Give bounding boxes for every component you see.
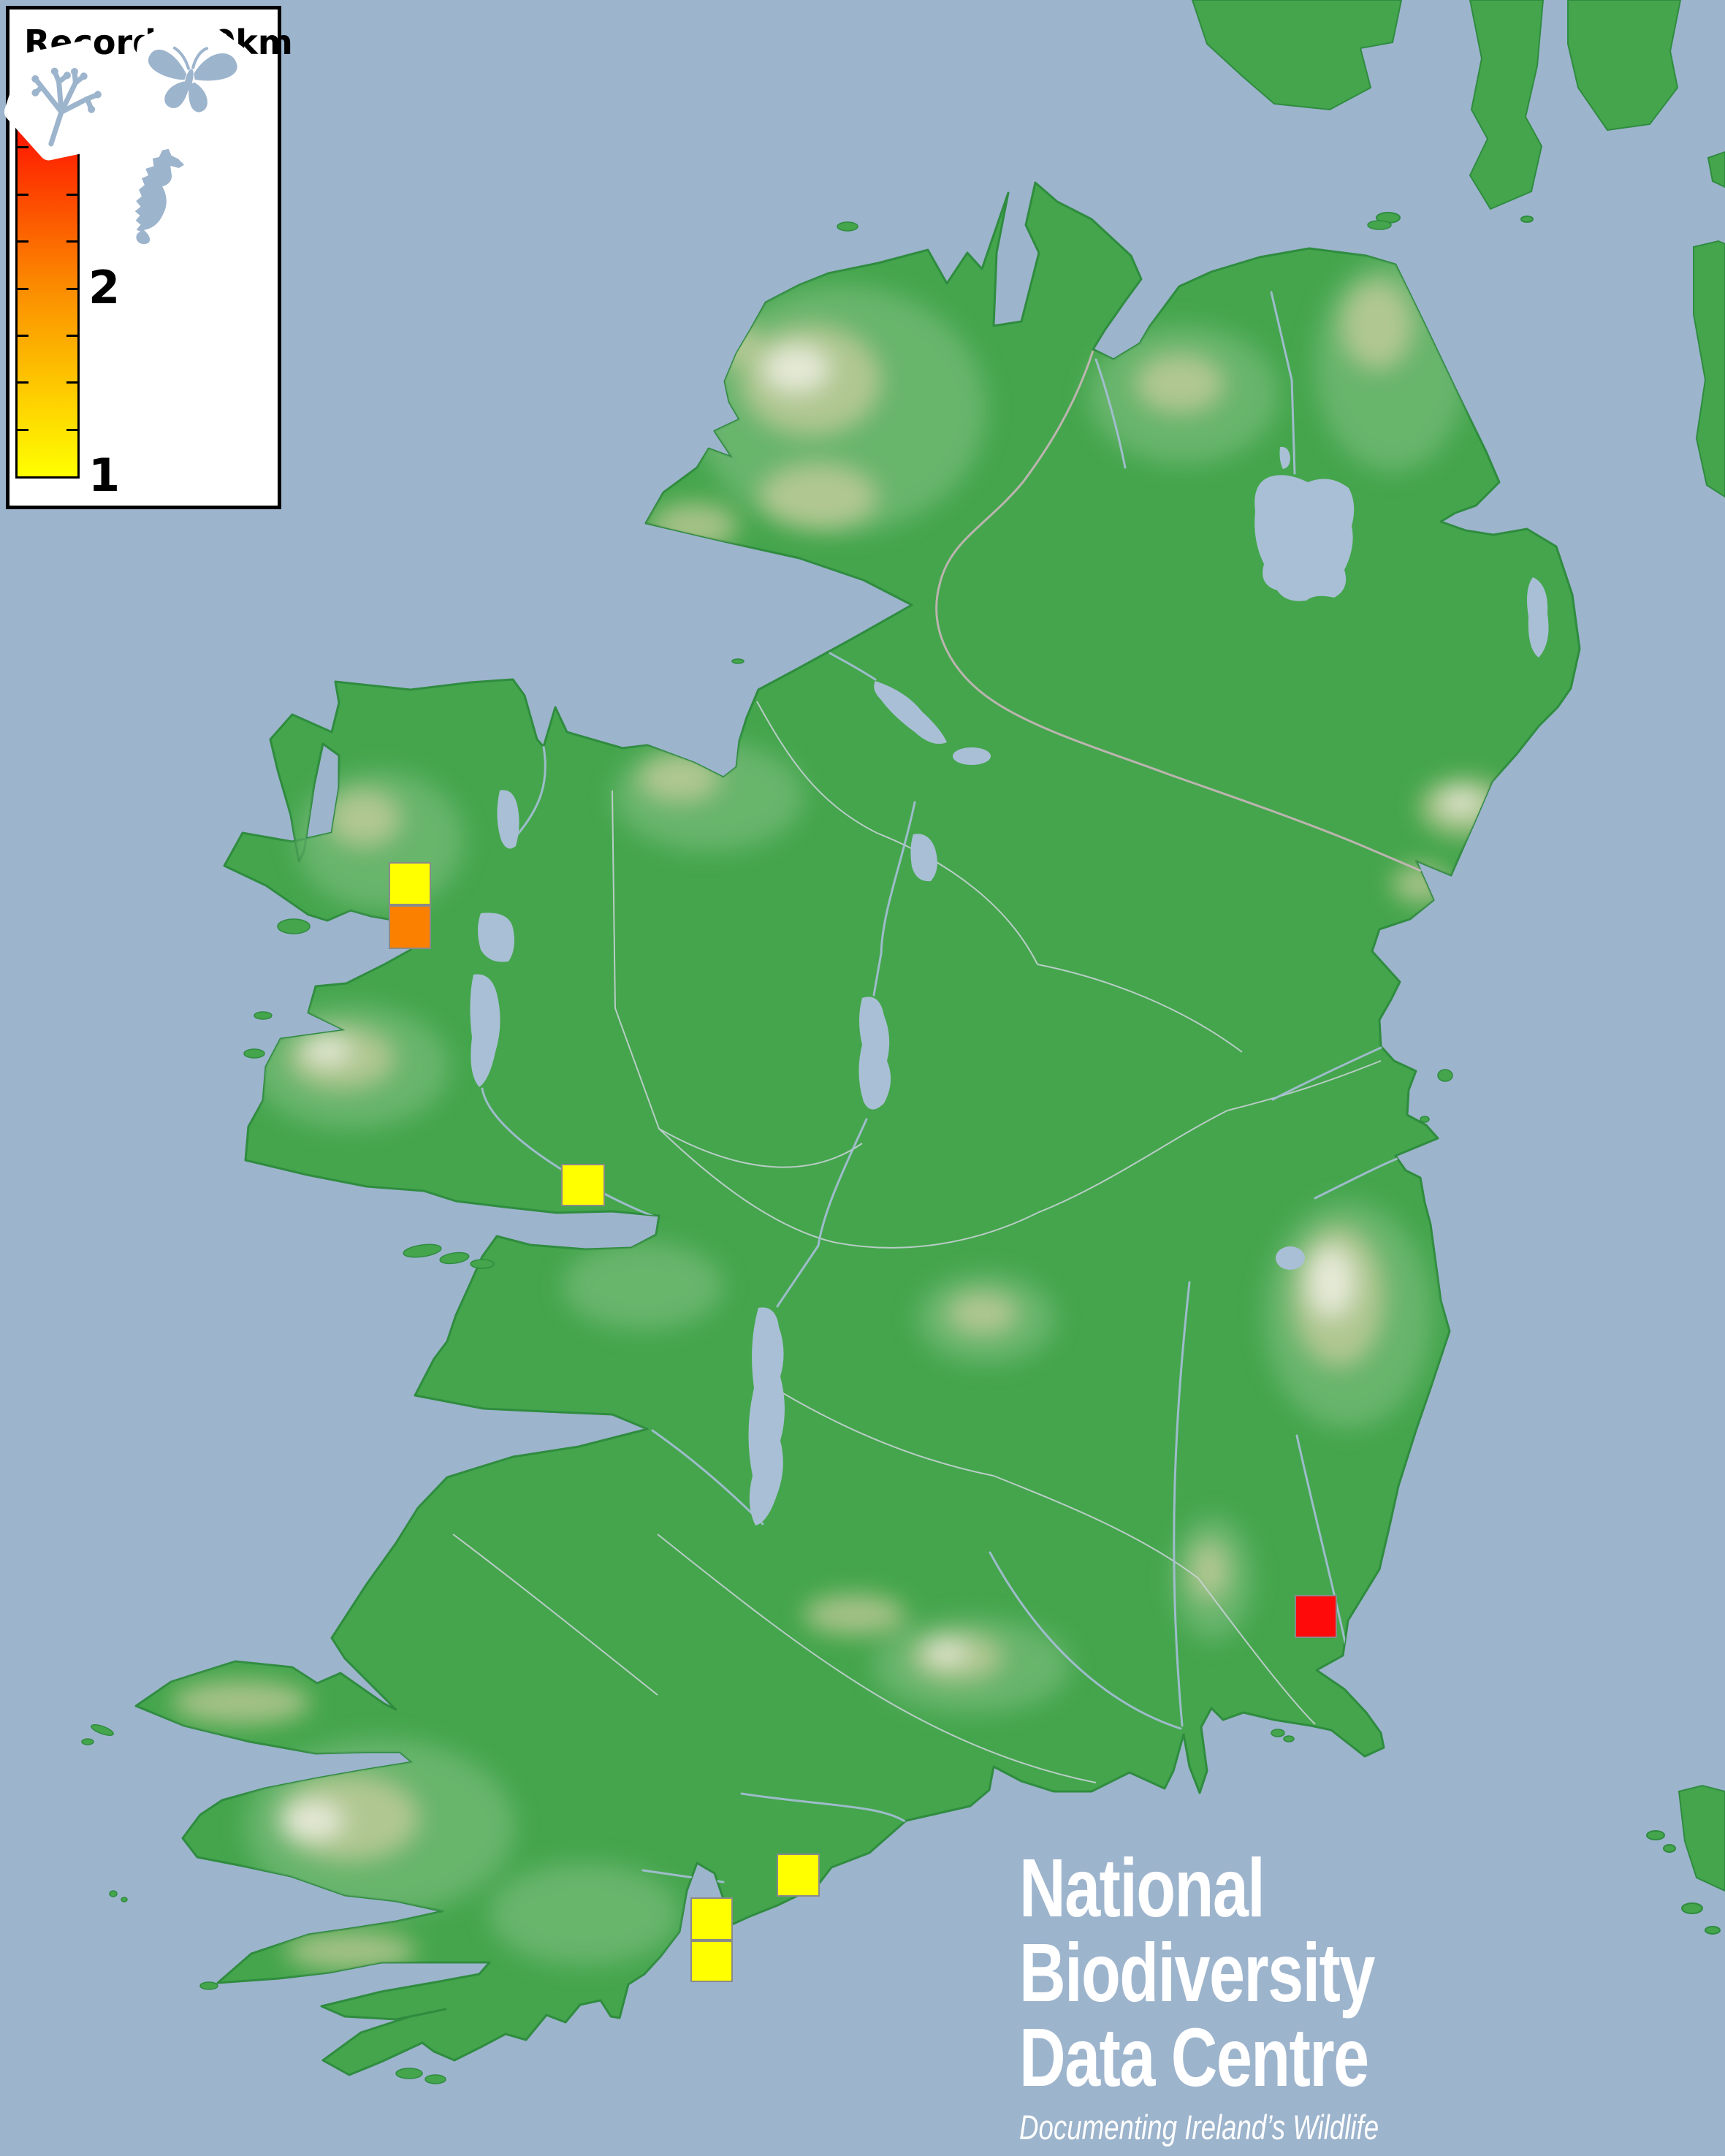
tree-sprig-icon xyxy=(6,37,124,164)
legend-scale-label: 2 xyxy=(88,260,121,314)
legend-tick xyxy=(66,240,77,243)
lough-mask xyxy=(478,913,514,962)
logo-line-2: Biodiversity xyxy=(1019,1927,1375,2019)
lough-beg xyxy=(1279,446,1290,469)
legend-tick xyxy=(18,334,28,337)
lough-erne xyxy=(874,681,947,744)
record-cell[interactable] xyxy=(777,1854,820,1897)
wales-coast-tip xyxy=(1678,1784,1725,1892)
lough-conn xyxy=(497,790,519,849)
legend-tick xyxy=(66,334,77,337)
logo-line-1: National xyxy=(1019,1842,1265,1934)
legend-tick xyxy=(66,287,77,290)
lough-allen xyxy=(910,834,937,882)
nbdc-logo-hexagons xyxy=(0,0,270,270)
islay-island xyxy=(1191,0,1403,111)
welsh-islet xyxy=(1663,1844,1676,1853)
lough-neagh xyxy=(1254,475,1355,601)
legend-tick xyxy=(66,428,77,431)
county-boundaries xyxy=(452,701,1382,1783)
nbdc-logo-text: National Biodiversity Data Centre Docume… xyxy=(1019,1845,1379,2147)
upper-lough-erne xyxy=(953,747,991,765)
lough-derg xyxy=(748,1307,785,1525)
record-cell[interactable] xyxy=(1295,1595,1337,1638)
record-cell[interactable] xyxy=(389,905,431,949)
logo-tagline: Documenting Ireland’s Wildlife xyxy=(1019,2108,1379,2147)
arran-island xyxy=(1567,0,1682,132)
record-cell[interactable] xyxy=(389,862,431,905)
legend-tick xyxy=(66,193,77,196)
northern-ireland-border xyxy=(935,350,1422,872)
lough-corrib xyxy=(470,974,500,1087)
welsh-islet xyxy=(1681,1902,1703,1914)
record-cell[interactable] xyxy=(690,1897,733,1940)
lough-ree xyxy=(858,997,891,1110)
legend-tick xyxy=(18,428,28,431)
neighbouring-landmasses xyxy=(1191,0,1725,1935)
relief-shading xyxy=(172,259,1510,1970)
legend-tick xyxy=(66,381,77,384)
small-islands xyxy=(81,220,1453,2084)
lakes xyxy=(470,446,1549,1525)
kintyre-peninsula xyxy=(1693,240,1725,498)
jura-island xyxy=(1469,0,1545,210)
seahorse-icon xyxy=(95,129,208,254)
islet xyxy=(1520,216,1534,223)
rivers xyxy=(481,291,1401,1883)
butterfly-icon xyxy=(139,19,241,133)
legend-tick xyxy=(18,287,28,290)
logo-line-3: Data Centre xyxy=(1019,2011,1369,2103)
poulaphouca-reservoir xyxy=(1276,1246,1305,1270)
legend-tick xyxy=(18,193,28,196)
strangford-lough xyxy=(1527,577,1549,658)
legend-scale-label: 1 xyxy=(88,449,121,503)
legend-tick xyxy=(18,146,28,149)
record-cell[interactable] xyxy=(690,1940,733,1982)
welsh-islet xyxy=(1705,1926,1721,1935)
record-cell[interactable] xyxy=(561,1164,605,1206)
welsh-islet xyxy=(1646,1830,1665,1840)
legend-tick xyxy=(18,381,28,384)
kintyre-north-tip xyxy=(1707,151,1725,188)
legend-tick xyxy=(18,240,28,243)
